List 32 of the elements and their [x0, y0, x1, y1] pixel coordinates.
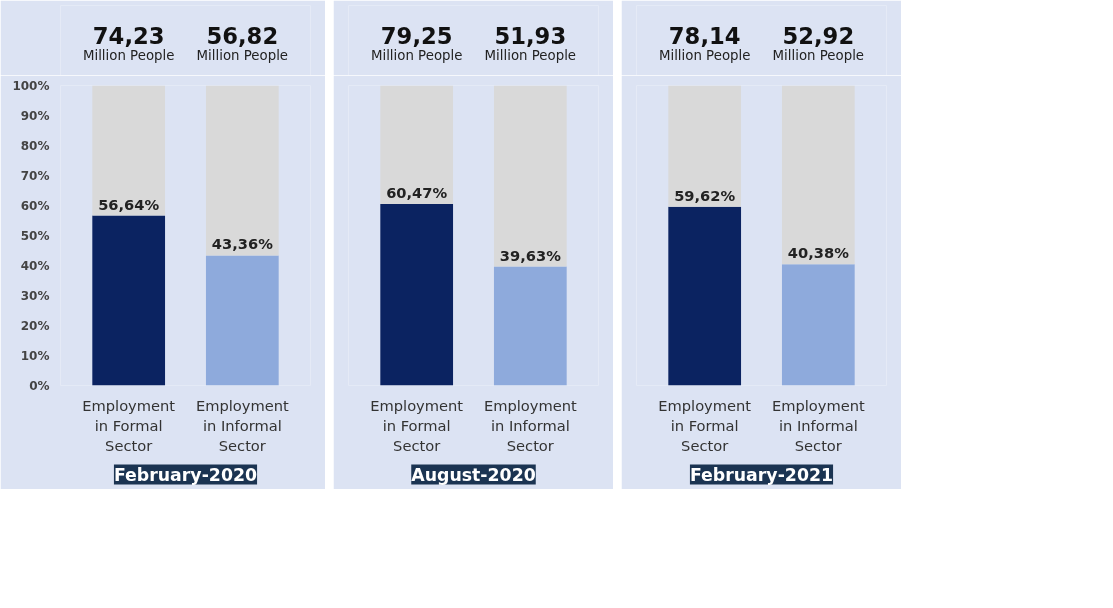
y-tick-label: 60%	[20, 198, 50, 213]
x-tick-label: Employment in Formal Sector	[658, 396, 752, 455]
data-label: 60,47%	[386, 184, 448, 202]
y-tick-label: 30%	[20, 288, 50, 303]
y-tick-label: 70%	[20, 168, 50, 183]
y-tick-label: 10%	[20, 348, 50, 363]
data-label: 39,63%	[499, 246, 562, 264]
text: 79,25 Million People	[370, 23, 463, 63]
data-label: 59,62%	[674, 186, 736, 204]
y-tick-label: 20%	[20, 318, 50, 333]
y-tick-label: 100%	[12, 78, 50, 93]
data-label: 40,38%	[787, 244, 850, 262]
y-tick-label: 50%	[20, 228, 50, 243]
y-tick-label: 0%	[29, 378, 50, 393]
text: August-2020	[411, 464, 536, 485]
x-tick-label: Employment in Formal Sector	[82, 396, 176, 455]
data-label: 56,64%	[98, 195, 160, 213]
text: 56,82 Million People	[196, 23, 289, 63]
x-tick-label: Employment in Formal Sector	[370, 396, 464, 455]
y-tick-label: 90%	[20, 108, 50, 123]
text: 78,14 Million People	[658, 23, 751, 63]
text: February-2021	[689, 464, 834, 485]
text: 51,93 Million People	[484, 23, 577, 63]
text: 74,23 Million People	[82, 23, 175, 63]
x-tick-label: Employment in Informal Sector	[195, 396, 290, 455]
data-label: 43,36%	[211, 235, 274, 253]
y-tick-label: 80%	[20, 138, 50, 153]
x-tick-label: Employment in Informal Sector	[483, 396, 578, 455]
text: February-2020	[113, 464, 258, 485]
x-tick-label: Employment in Informal Sector	[771, 396, 866, 455]
text: 52,92 Million People	[772, 23, 865, 63]
y-tick-label: 40%	[20, 258, 50, 273]
